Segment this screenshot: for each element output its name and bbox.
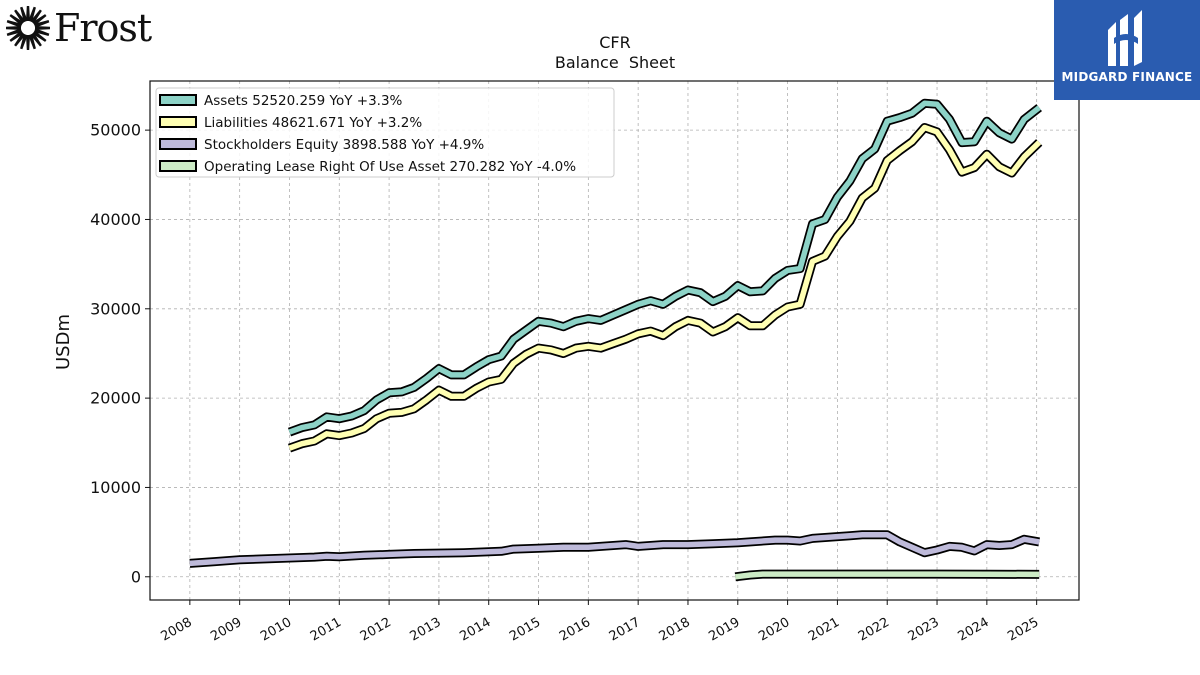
series-line — [734, 571, 1040, 580]
y-tick-label: 40000 — [90, 210, 141, 229]
y-tick-label: 0 — [131, 567, 141, 586]
series-1 — [287, 123, 1043, 453]
x-tick-label: 2022 — [856, 615, 892, 645]
midgard-finance-logo: MIDGARD FINANCE — [1054, 0, 1200, 100]
x-tick-label: 2015 — [507, 615, 543, 645]
x-tick-label: 2018 — [657, 615, 693, 645]
y-tick-label: 10000 — [90, 478, 141, 497]
x-tick-label: 2017 — [607, 615, 643, 645]
chart-subtitle: Balance Sheet — [555, 53, 675, 72]
x-tick-label: 2023 — [906, 615, 942, 645]
sunburst-icon — [6, 6, 50, 50]
legend-swatch — [159, 160, 197, 172]
series-line — [288, 100, 1041, 435]
frost-logo-text: Frost — [54, 6, 152, 50]
x-tick-label: 2024 — [955, 615, 991, 645]
x-tick-label: 2010 — [258, 615, 294, 645]
x-tick-label: 2011 — [308, 615, 344, 645]
legend-box — [155, 87, 615, 178]
legend-swatch — [159, 94, 197, 106]
ticks: 2008 2009 2010 2011 2012 2013 2014 2015 2016 2017… — [90, 121, 1041, 645]
y-tick-label: 50000 — [90, 121, 141, 140]
x-tick-label: 2016 — [557, 615, 593, 645]
x-tick-label: 2013 — [408, 615, 444, 645]
frost-logo: Frost — [4, 4, 152, 52]
legend: Assets 52520.259 YoY +3.3% Liabilities 48… — [155, 87, 615, 178]
y-tick-label: 20000 — [90, 389, 141, 408]
series-2 — [189, 530, 1040, 568]
legend-label: Liabilities 48621.671 YoY +3.2% — [204, 115, 422, 131]
midgard-emblem-icon — [1108, 10, 1142, 66]
y-tick-label: 30000 — [90, 299, 141, 318]
series-0 — [287, 98, 1042, 437]
x-tick-label: 2012 — [358, 615, 394, 645]
x-tick-label: 2020 — [756, 615, 792, 645]
plot-frame — [149, 80, 1080, 601]
x-tick-label: 2014 — [457, 615, 493, 645]
x-tick-label: 2021 — [806, 615, 842, 645]
legend-label: Stockholders Equity 3898.588 YoY +4.9% — [204, 137, 484, 153]
legend-swatch — [159, 138, 197, 150]
legend-label: Assets 52520.259 YoY +3.3% — [204, 93, 403, 109]
series-line — [288, 124, 1042, 451]
series-layer — [189, 98, 1043, 582]
midgard-logo-text: MIDGARD FINANCE — [1061, 70, 1193, 84]
chart-title: CFR — [599, 33, 631, 52]
x-tick-label: 2008 — [158, 615, 194, 645]
legend-swatch — [159, 116, 197, 128]
x-tick-label: 2019 — [706, 615, 742, 645]
series-line — [189, 532, 1040, 567]
y-axis-label: USDm — [53, 314, 74, 370]
x-tick-label: 2025 — [1005, 615, 1041, 645]
x-tick-label: 2009 — [208, 615, 244, 645]
series-3 — [734, 569, 1040, 582]
legend-label: Operating Lease Right Of Use Asset 270.2… — [204, 159, 576, 175]
